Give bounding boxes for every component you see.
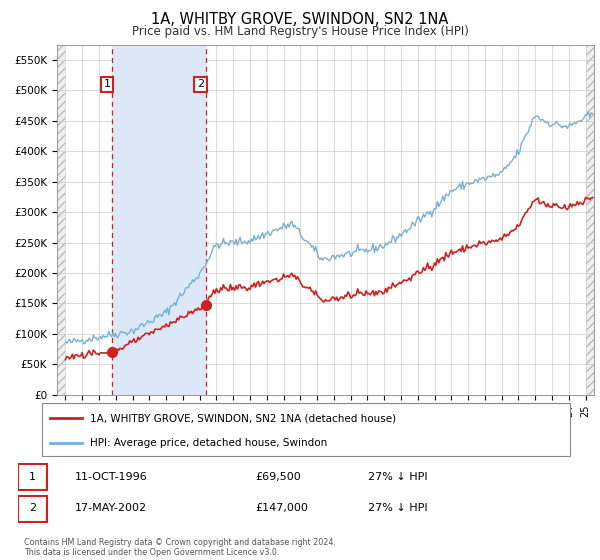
Text: £147,000: £147,000 xyxy=(255,503,308,514)
Text: HPI: Average price, detached house, Swindon: HPI: Average price, detached house, Swin… xyxy=(89,438,327,448)
Text: £69,500: £69,500 xyxy=(255,472,301,482)
Text: 17-MAY-2002: 17-MAY-2002 xyxy=(74,503,146,514)
Text: Contains HM Land Registry data © Crown copyright and database right 2024.
This d: Contains HM Land Registry data © Crown c… xyxy=(24,538,336,557)
Text: 2: 2 xyxy=(29,503,36,514)
Text: 11-OCT-1996: 11-OCT-1996 xyxy=(74,472,147,482)
Text: Price paid vs. HM Land Registry's House Price Index (HPI): Price paid vs. HM Land Registry's House … xyxy=(131,25,469,38)
Text: 27% ↓ HPI: 27% ↓ HPI xyxy=(368,472,427,482)
Text: 27% ↓ HPI: 27% ↓ HPI xyxy=(368,503,427,514)
Text: 1: 1 xyxy=(29,472,36,482)
FancyBboxPatch shape xyxy=(42,403,570,456)
Text: 1A, WHITBY GROVE, SWINDON, SN2 1NA: 1A, WHITBY GROVE, SWINDON, SN2 1NA xyxy=(151,12,449,27)
Bar xyxy=(112,45,206,395)
Text: 2: 2 xyxy=(197,80,205,90)
Text: 1A, WHITBY GROVE, SWINDON, SN2 1NA (detached house): 1A, WHITBY GROVE, SWINDON, SN2 1NA (deta… xyxy=(89,413,395,423)
Text: 1: 1 xyxy=(104,80,110,90)
FancyBboxPatch shape xyxy=(18,464,47,490)
FancyBboxPatch shape xyxy=(18,496,47,522)
